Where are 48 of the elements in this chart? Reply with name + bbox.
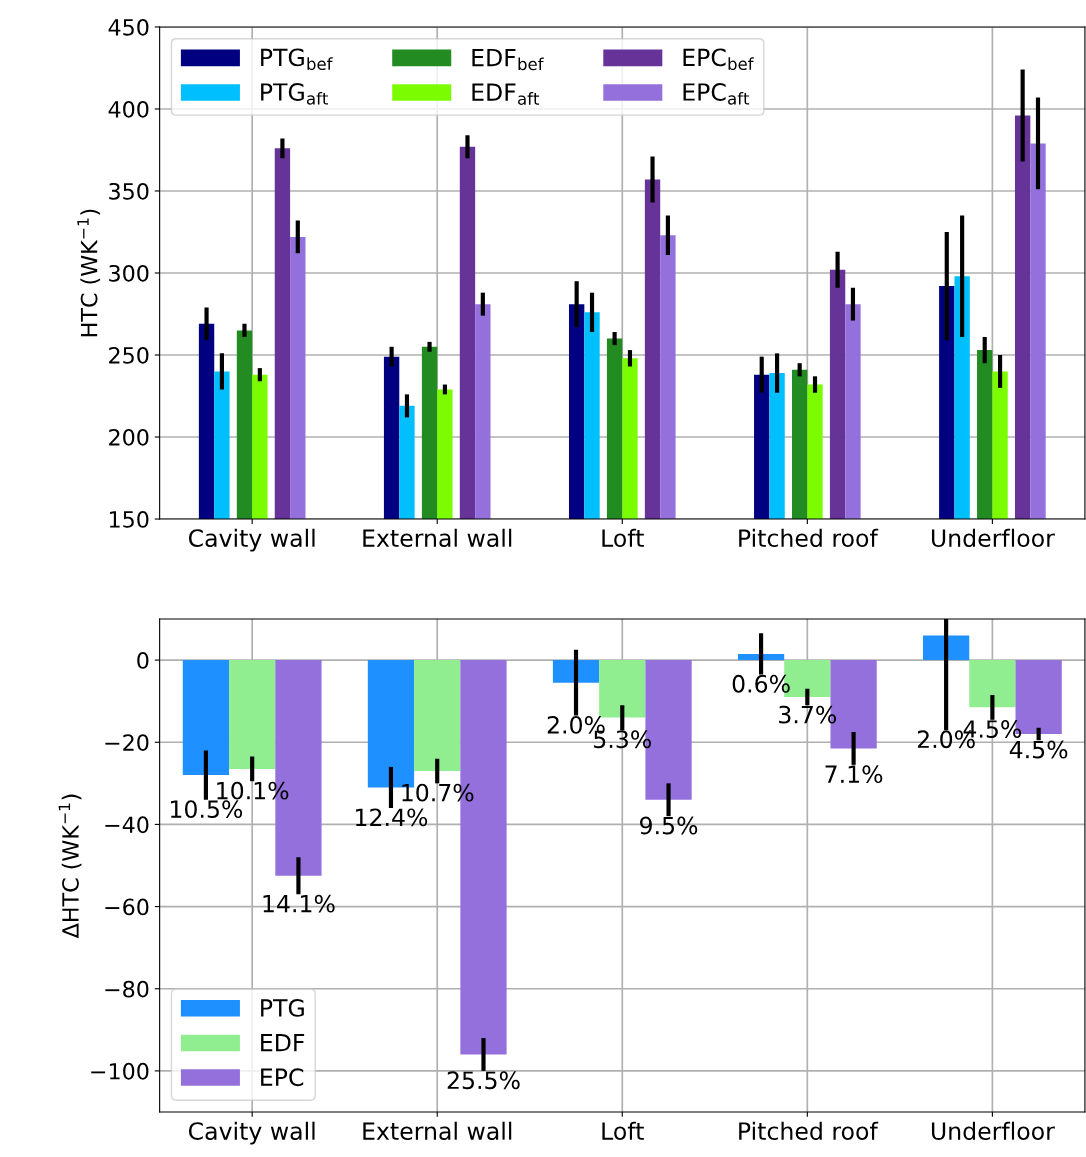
legend-label: EDF [261,1033,305,1052]
bar [922,635,970,661]
y-tick-label: 250 [109,346,149,364]
bar [969,660,1016,708]
x-tick-label: Pitched roof [739,1121,879,1140]
y-tick-label: −20 [105,734,149,751]
y-tick-label: 350 [109,182,149,200]
legend-label: EPC$_{aft}$ [683,83,750,105]
x-tick-label: Cavity wall [188,528,315,552]
x-tick-label: Underfloor [931,1121,1055,1140]
x-tick-label: Cavity wall [188,1121,315,1145]
y-tick-label: −40 [105,816,149,834]
x-tick-label: Pitched roof [739,528,879,548]
y-tick-label: 0 [137,652,149,669]
legend-label: PTG [261,999,304,1017]
y-tick-label: 150 [109,510,149,528]
bar [599,660,646,718]
bar [229,660,276,769]
bar [182,660,230,776]
x-tick-label: Loft [602,528,644,548]
legend-label: EDF$_{bef}$ [472,48,544,71]
legend-label: PTG$_{aft}$ [261,83,329,105]
annotation: 14.1% [263,894,335,913]
y-tick-label: −80 [105,980,149,998]
annotation: 4.5% [1009,740,1068,759]
y-tick-label: 200 [109,428,149,446]
legend-label: EDF$_{aft}$ [472,83,540,105]
annotation: 7.1% [825,765,883,784]
legend-label: EPC$_{bef}$ [683,48,754,71]
annotation: 10.5% [171,800,243,819]
y-tick-label: −100 [91,1062,149,1080]
y-tick-label: 300 [109,264,149,282]
y-tick-label: −60 [105,898,149,916]
y-axis-title: ΔHTC (WK$^{−1}$) [58,794,82,939]
legend-label: PTG$_{bef}$ [261,48,333,71]
y-tick-label: 400 [108,100,149,118]
annotation: 12.4% [356,808,428,827]
x-tick-label: External wall [363,528,512,548]
annotation: 0.6% [732,674,790,693]
annotation: 9.5% [640,816,698,835]
y-tick-label: 450 [108,18,149,36]
y-axis-title: HTC (WK$^{−1}$) [77,209,101,337]
legend-label: EPC [261,1068,304,1087]
bar [414,660,461,771]
x-tick-label: External wall [363,1121,512,1140]
x-tick-label: Loft [602,1121,644,1140]
annotation: 25.5% [447,1071,520,1090]
x-tick-label: Underfloor [931,528,1055,548]
